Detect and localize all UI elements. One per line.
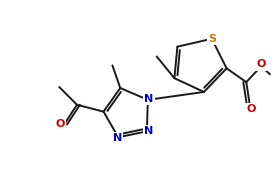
Text: O: O (246, 104, 256, 114)
Text: O: O (56, 119, 65, 129)
Text: N: N (113, 133, 122, 143)
Text: S: S (208, 34, 216, 44)
Text: N: N (144, 94, 153, 104)
Text: O: O (256, 59, 266, 69)
Text: N: N (144, 126, 153, 136)
